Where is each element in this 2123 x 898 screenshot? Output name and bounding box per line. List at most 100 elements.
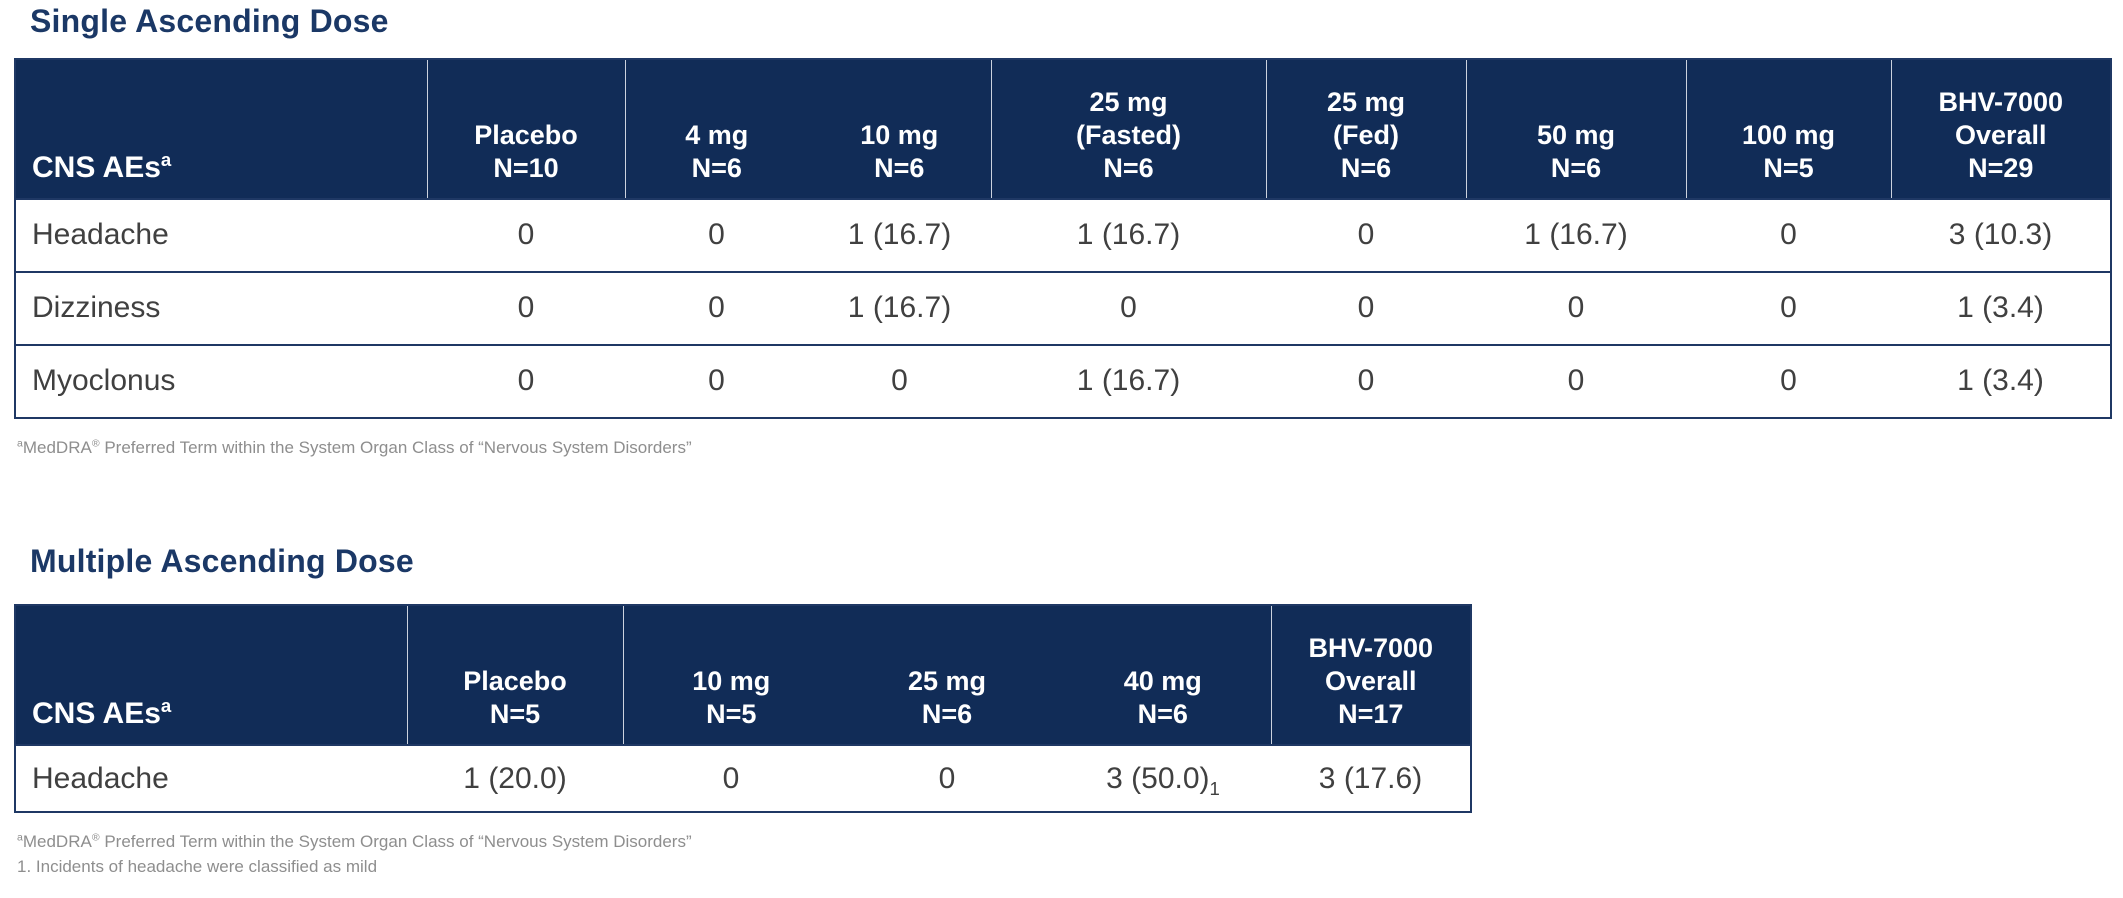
table-cell-value: 1 (16.7) — [991, 197, 1266, 272]
column-header-placebo: Placebo N=10 — [427, 58, 626, 199]
table-row-myoclonus: Myoclonus 0 0 0 1 (16.7) 0 0 0 1 (3.4) — [15, 343, 2111, 418]
single-ascending-dose-section: Single Ascending Dose CNS AEsa Placebo N=1… — [14, 3, 2112, 461]
table-cell-value: 0 — [1686, 343, 1891, 418]
section-title-multiple-ascending-dose: Multiple Ascending Dose — [30, 543, 414, 580]
column-header-100-mg: 100 mg N=5 — [1686, 58, 1892, 199]
table-cell-value: 0 — [1266, 197, 1466, 272]
column-header-line: 50 mg — [1536, 119, 1616, 150]
table-cell-value: 0 — [427, 270, 625, 345]
table-cell-value: 1 (20.0) — [407, 744, 623, 813]
row-label: Headache — [15, 197, 427, 272]
table-cell-value: 0 — [1686, 270, 1891, 345]
column-header-50-mg: 50 mg N=6 — [1466, 58, 1687, 199]
column-header-line: N=6 — [921, 699, 973, 730]
table-cell-value: 0 — [1466, 270, 1686, 345]
table-row-headache: Headache 1 (20.0) 0 0 3 (50.0)1 3 (17.6) — [15, 744, 1471, 813]
column-header-bhv-7000: BHV-7000 Overall N=29 — [1891, 58, 2111, 199]
column-header-line: 25 mg — [907, 666, 987, 697]
table-cell-value: 1 (16.7) — [808, 197, 991, 272]
column-header-line: N=6 — [1137, 699, 1188, 730]
column-header-line: Overall — [1324, 666, 1417, 697]
row-label: Myoclonus — [15, 343, 427, 418]
footnote: aMedDRA® Preferred Term within the Syste… — [17, 436, 2110, 461]
table-cell-value: 0 — [625, 343, 808, 418]
sup-text: a — [17, 437, 23, 450]
text: MedDRA — [22, 832, 92, 852]
table-cell-value: 1 (16.7) — [808, 270, 991, 345]
column-header-line: Placebo — [474, 119, 578, 150]
table-cell-value: 0 — [839, 744, 1055, 813]
column-header-line: N=5 — [706, 699, 757, 730]
row-label-column-header: CNS AEsa — [15, 58, 428, 199]
table-cell-value: 3 (17.6) — [1271, 744, 1471, 813]
sup-text: a — [17, 831, 23, 844]
table-cell-value: 1 (16.7) — [1466, 197, 1686, 272]
column-header-line: N=5 — [1763, 152, 1814, 183]
table-cell-value: 0 — [808, 343, 991, 418]
column-header-line: Overall — [1954, 119, 2047, 150]
table-header-row: CNS AEsa Placebo N=5 10 mg N=5 25 mg N=6 40 mg N… — [15, 605, 1471, 746]
multiple-ascending-dose-section: Multiple Ascending Dose CNS AEsa Placebo N… — [14, 543, 2110, 879]
sup-text: ® — [91, 437, 100, 450]
column-header-line: N=6 — [874, 152, 925, 183]
slide-content: Single Ascending Dose CNS AEsa Placebo N=1… — [14, 3, 2112, 879]
row-label: Headache — [15, 744, 407, 813]
table-cell-value: 0 — [1466, 343, 1686, 418]
section-title-single-ascending-dose: Single Ascending Dose — [30, 3, 389, 39]
column-header-line: 100 mg — [1741, 119, 1836, 150]
table-cell-value: 0 — [1266, 270, 1466, 345]
footnote: 1. Incidents of headache were classified… — [17, 855, 2110, 880]
text: 3 (50.0) — [1106, 761, 1210, 795]
column-header-10-mg: 10 mg N=5 — [623, 605, 839, 746]
column-header-line: (Fasted) — [1075, 119, 1181, 150]
column-header-line: N=6 — [1103, 152, 1154, 183]
column-header-10-mg: 10 mg N=6 — [808, 58, 992, 199]
single-ascending-dose-footnotes: aMedDRA® Preferred Term within the Syste… — [17, 436, 2110, 461]
column-header-line: 25 mg — [1326, 86, 1406, 117]
table-cell-value: 3 (10.3) — [1891, 197, 2111, 272]
table-cell-value: 0 — [427, 197, 625, 272]
sub-text: 1 — [1209, 777, 1220, 799]
table-cell-value: 0 — [625, 270, 808, 345]
column-header-bhv-7000: BHV-7000 Overall N=17 — [1271, 605, 1471, 746]
text: MedDRA — [22, 437, 92, 457]
table-cell-value: 0 — [991, 270, 1266, 345]
table-cell-value: 1 (3.4) — [1891, 343, 2111, 418]
text: CNS AEs — [32, 150, 161, 184]
table-cell-value: 1 (3.4) — [1891, 270, 2111, 345]
column-header-line: N=29 — [1968, 152, 2034, 183]
row-label-column-header: CNS AEsa — [15, 605, 408, 746]
row-label: Dizziness — [15, 270, 427, 345]
table-cell-value: 3 (50.0)1 — [1055, 744, 1271, 813]
multiple-ascending-dose-table: CNS AEsa Placebo N=5 10 mg N=5 25 mg N=6 40 mg N… — [14, 604, 1472, 814]
column-header-line: 25 mg — [1089, 86, 1168, 117]
column-header-line: 40 mg — [1123, 666, 1202, 697]
column-header-25-mg: 25 mg (Fed) N=6 — [1266, 58, 1467, 199]
table-cell-value: 1 (16.7) — [991, 343, 1266, 418]
text: 1. Incidents of headache were classified… — [17, 856, 378, 876]
column-header-line: N=17 — [1338, 699, 1404, 730]
column-header-line: 4 mg — [685, 119, 749, 150]
single-ascending-dose-table: CNS AEsa Placebo N=10 4 mg N=6 10 mg N=6 25 mg(… — [14, 57, 2112, 419]
column-header-40-mg: 40 mg N=6 — [1055, 605, 1272, 746]
table-cell-value: 0 — [1266, 343, 1466, 418]
text: Preferred Term within the System Organ C… — [99, 832, 692, 852]
column-header-line: N=6 — [1550, 152, 1602, 183]
multiple-ascending-dose-footnotes: aMedDRA® Preferred Term within the Syste… — [17, 830, 2110, 879]
column-header-line: BHV-7000 — [1308, 633, 1434, 664]
sup-text: a — [160, 148, 172, 170]
table-cell-value: 0 — [1686, 197, 1891, 272]
column-header-25-mg: 25 mg (Fasted) N=6 — [991, 58, 1267, 199]
column-header-line: (Fed) — [1333, 119, 1399, 150]
sup-text: ® — [91, 831, 100, 844]
column-header-line: N=5 — [489, 699, 541, 730]
table-cell-value: 0 — [623, 744, 839, 813]
column-header-line: 10 mg — [692, 666, 771, 697]
column-header-line: N=6 — [1340, 152, 1392, 183]
column-header-line: N=6 — [691, 152, 742, 183]
table-header-row: CNS AEsa Placebo N=10 4 mg N=6 10 mg N=6 25 mg(… — [15, 58, 2111, 199]
table-cell-value: 0 — [625, 197, 808, 272]
column-header-line: 10 mg — [860, 119, 939, 150]
column-header-line: N=10 — [493, 152, 559, 183]
footnote: aMedDRA® Preferred Term within the Syste… — [17, 830, 2110, 855]
